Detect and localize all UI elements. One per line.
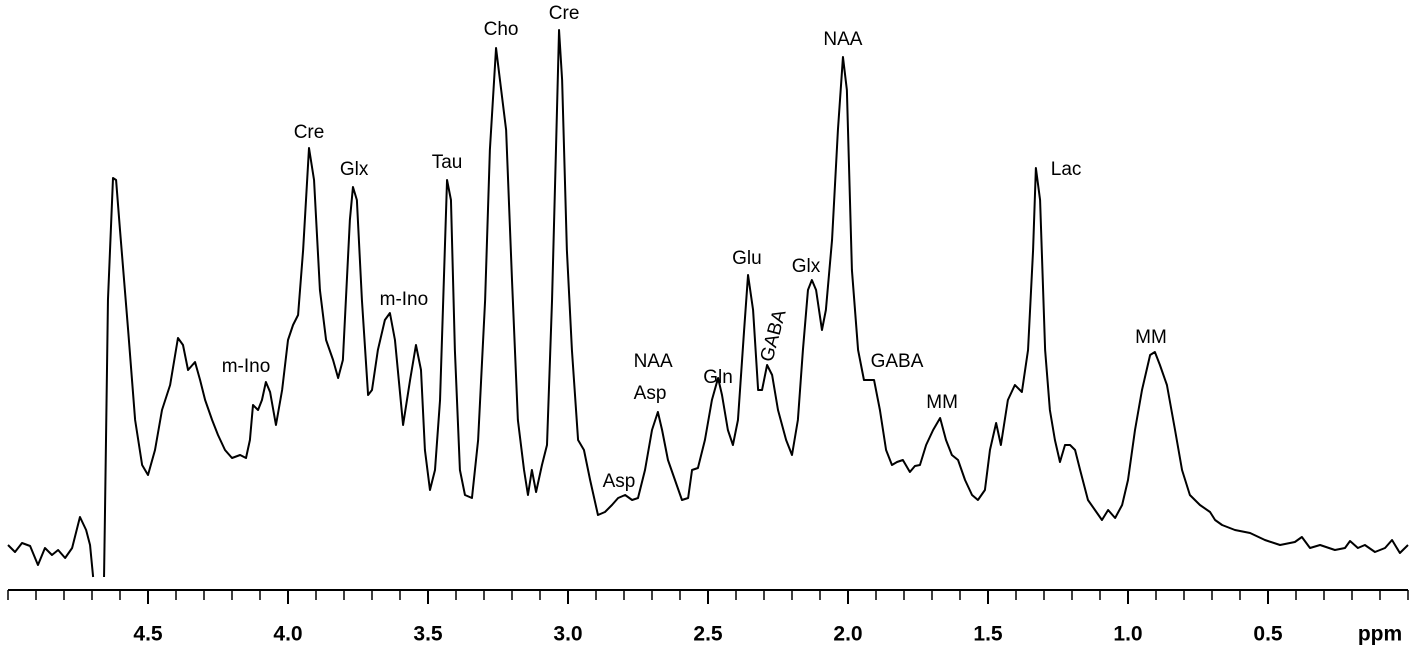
peak-label: GABA: [757, 307, 791, 364]
peak-label: Cre: [549, 3, 580, 24]
peak-label: MM: [926, 392, 958, 413]
peak-label: m-Ino: [222, 356, 271, 377]
x-tick-label: 3.0: [553, 623, 582, 646]
peak-label: Asp: [634, 383, 667, 404]
x-tick-label: 0.5: [1253, 623, 1283, 646]
x-axis-label: ppm: [1358, 623, 1402, 646]
peak-label: Asp: [603, 471, 636, 492]
x-tick-label: 2.5: [693, 623, 723, 646]
spectrum-line: [7, 29, 1409, 578]
peak-label: GABA: [871, 351, 924, 372]
x-tick-label: 3.5: [413, 623, 443, 646]
peak-label: m-Ino: [380, 289, 429, 310]
x-tick-label: 1.0: [1113, 623, 1142, 646]
peak-label: Glx: [340, 159, 369, 180]
peak-label: NAA: [634, 351, 673, 372]
peak-label: Tau: [432, 152, 463, 173]
peak-label: Glu: [732, 248, 762, 269]
peak-label: Lac: [1051, 159, 1082, 180]
peak-label: Cho: [484, 19, 519, 40]
x-tick-label: 4.5: [133, 623, 163, 646]
peak-label: Glx: [792, 256, 821, 277]
x-tick-label: 2.0: [833, 623, 862, 646]
peak-label: MM: [1135, 327, 1167, 348]
peak-label: Gln: [703, 367, 733, 388]
peak-label: NAA: [823, 29, 862, 50]
peak-label: Cre: [294, 122, 325, 143]
x-tick-label: 1.5: [973, 623, 1003, 646]
x-tick-label: 4.0: [273, 623, 302, 646]
